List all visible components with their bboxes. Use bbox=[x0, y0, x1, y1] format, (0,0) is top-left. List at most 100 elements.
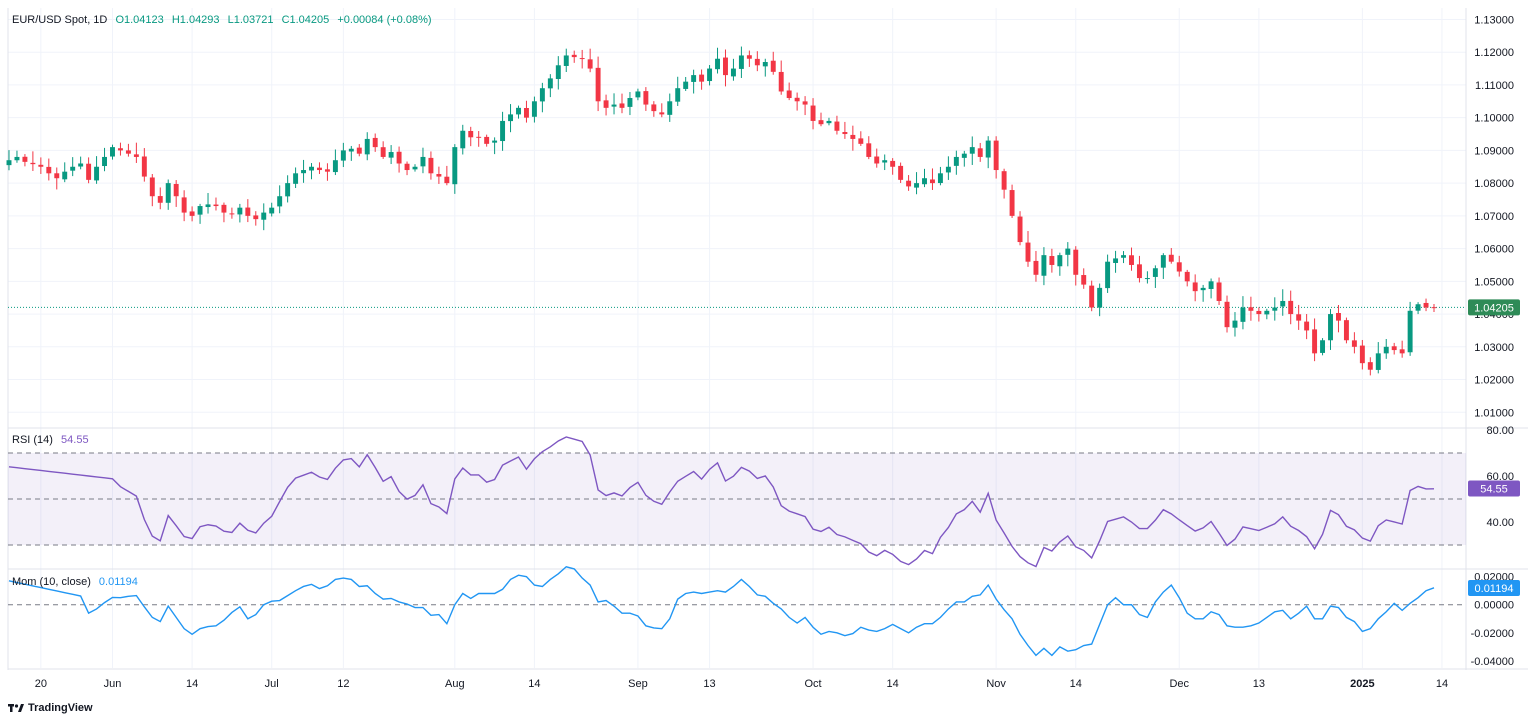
candle-body bbox=[293, 173, 299, 184]
candle bbox=[54, 167, 60, 190]
candle-body bbox=[364, 138, 370, 155]
candle bbox=[929, 168, 935, 190]
candle bbox=[1343, 317, 1349, 344]
time-tick-label: 20 bbox=[35, 678, 47, 690]
candle bbox=[969, 136, 975, 165]
symbol-title[interactable]: EUR/USD Spot, 1D bbox=[12, 14, 108, 26]
candle bbox=[213, 197, 219, 211]
rsi-tick-label: 60.00 bbox=[1486, 471, 1514, 483]
candle bbox=[380, 141, 386, 159]
candle-body bbox=[1041, 255, 1047, 276]
candle bbox=[834, 115, 840, 135]
candle bbox=[667, 93, 673, 122]
tradingview-brand[interactable]: TradingView bbox=[8, 702, 93, 714]
candle-body bbox=[1391, 346, 1397, 351]
candle-body bbox=[356, 147, 362, 154]
candle-body bbox=[253, 215, 259, 220]
candle-body bbox=[6, 160, 12, 166]
candle-body bbox=[1065, 248, 1071, 255]
candle bbox=[866, 136, 872, 160]
candle-body bbox=[1336, 313, 1341, 321]
candle-body bbox=[508, 114, 514, 122]
candle bbox=[1216, 277, 1222, 305]
candle-body bbox=[468, 130, 474, 138]
candle-body bbox=[874, 156, 880, 164]
candle-body bbox=[1017, 216, 1023, 243]
candle bbox=[1097, 283, 1103, 317]
candle bbox=[22, 154, 28, 167]
mom-last-label: 0.01194 bbox=[1468, 579, 1520, 596]
candle bbox=[1391, 342, 1397, 355]
candle-body bbox=[157, 196, 163, 203]
candle-body bbox=[348, 148, 354, 152]
candle bbox=[38, 157, 44, 174]
candle-body bbox=[993, 140, 999, 171]
candle bbox=[205, 193, 211, 214]
time-tick-label: 14 bbox=[528, 678, 540, 690]
candle bbox=[1017, 211, 1023, 246]
candle bbox=[826, 117, 832, 126]
candle-body bbox=[953, 156, 959, 166]
candle-body bbox=[285, 183, 291, 197]
time-tick-label: 2025 bbox=[1350, 678, 1374, 690]
candle bbox=[332, 149, 338, 176]
candle-body bbox=[245, 207, 251, 216]
candle-body bbox=[117, 148, 123, 151]
candle bbox=[412, 164, 418, 172]
candle-body bbox=[945, 166, 951, 173]
candle-body bbox=[555, 65, 561, 79]
candle-body bbox=[627, 98, 633, 107]
brand-name: TradingView bbox=[28, 702, 93, 714]
high-value: H1.04293 bbox=[171, 14, 220, 26]
candle-body bbox=[595, 67, 601, 102]
candle-body bbox=[1057, 255, 1063, 267]
candle-body bbox=[86, 163, 92, 180]
candle bbox=[1144, 271, 1150, 284]
candle bbox=[1113, 250, 1119, 273]
candle bbox=[1001, 168, 1007, 199]
candle bbox=[579, 49, 585, 69]
candle-body bbox=[492, 140, 498, 143]
candle bbox=[1320, 338, 1326, 356]
candle bbox=[778, 60, 784, 95]
candle-body bbox=[882, 160, 888, 163]
candle-body bbox=[707, 68, 713, 82]
time-tick-label: 13 bbox=[1253, 678, 1265, 690]
candle-body bbox=[762, 62, 768, 67]
time-tick-label: Sep bbox=[628, 678, 648, 690]
candle bbox=[125, 143, 131, 157]
candle-body bbox=[14, 156, 20, 161]
candle bbox=[94, 156, 100, 184]
candle-body bbox=[1105, 261, 1111, 289]
candle bbox=[707, 65, 713, 86]
price-tick-label: 1.01000 bbox=[1474, 407, 1514, 419]
rsi-title[interactable]: RSI (14) bbox=[12, 434, 53, 446]
mom-title[interactable]: Mom (10, close) bbox=[12, 576, 91, 588]
candle bbox=[723, 49, 728, 87]
candle bbox=[555, 56, 561, 90]
candle bbox=[945, 156, 951, 180]
candle-body bbox=[181, 197, 187, 213]
candle-body bbox=[1152, 268, 1158, 277]
candle-body bbox=[850, 134, 856, 139]
candle bbox=[890, 158, 896, 175]
candle-body bbox=[929, 179, 935, 184]
candle bbox=[1336, 304, 1341, 333]
candle-body bbox=[1049, 256, 1055, 265]
candle bbox=[1304, 314, 1310, 340]
candle-body bbox=[961, 153, 967, 158]
candle bbox=[874, 148, 880, 168]
candle-body bbox=[1359, 345, 1365, 364]
mom-value: 0.01194 bbox=[98, 576, 138, 588]
candle bbox=[1176, 255, 1182, 277]
candle bbox=[1399, 340, 1405, 358]
candle-body bbox=[452, 147, 458, 185]
candle bbox=[627, 92, 633, 116]
candle bbox=[277, 185, 283, 214]
time-tick-label: Aug bbox=[445, 678, 465, 690]
candle-body bbox=[1423, 302, 1429, 308]
time-tick-label: Oct bbox=[804, 678, 821, 690]
candle bbox=[436, 166, 442, 184]
candle-body bbox=[539, 88, 545, 102]
candle-body bbox=[404, 163, 410, 171]
